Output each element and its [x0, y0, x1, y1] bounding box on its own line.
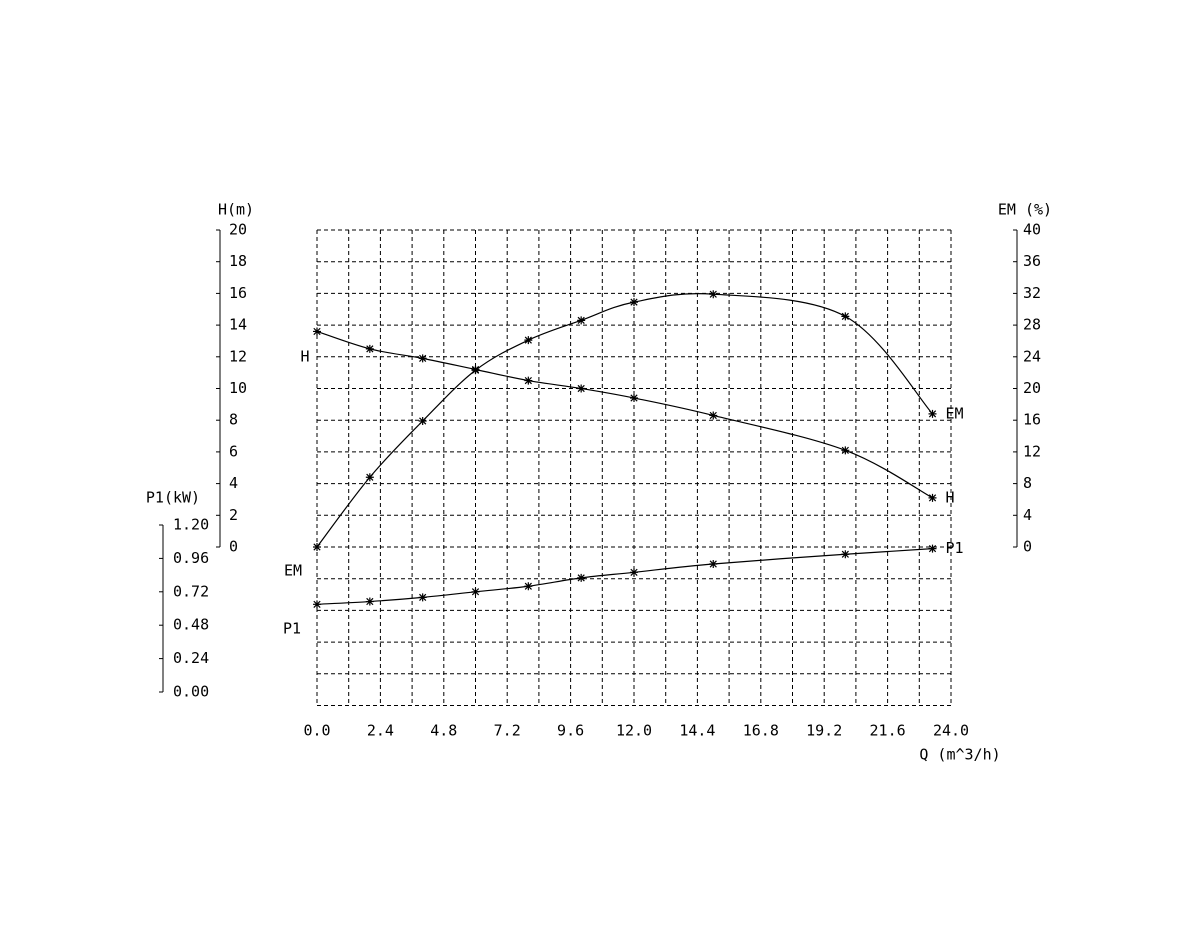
x-tick-label: 14.4	[679, 722, 715, 740]
y-tick-label: 4	[229, 474, 238, 492]
y-tick-label: 16	[229, 284, 247, 302]
y2-tick-label: 4	[1023, 506, 1032, 524]
data-point	[928, 409, 937, 418]
y2-tick-label: 20	[1023, 379, 1041, 397]
data-point	[577, 316, 586, 325]
y2-tick-label: 36	[1023, 252, 1041, 270]
x-tick-label: 0.0	[303, 722, 330, 740]
y-tick-label: 12	[229, 347, 247, 365]
y-tick-label: 18	[229, 252, 247, 270]
series-line	[316, 293, 933, 548]
series-line	[316, 548, 933, 605]
y-tick-label: 10	[229, 379, 247, 397]
y3-tick-label: 0.72	[173, 582, 209, 600]
x-tick-label: 21.6	[870, 722, 906, 740]
data-point	[418, 593, 427, 602]
data-point	[577, 573, 586, 582]
x-tick-label: 16.8	[743, 722, 779, 740]
y2-tick-label: 8	[1023, 474, 1032, 492]
y-tick-label: 2	[229, 506, 238, 524]
y3-tick-label: 0.48	[173, 616, 209, 634]
data-point	[928, 544, 937, 553]
x-tick-label: 2.4	[367, 722, 394, 740]
x-axis-title: Q (m^3/h)	[919, 746, 1000, 764]
data-point	[365, 597, 374, 606]
data-point	[709, 559, 718, 568]
y3-axis-title: P1(kW)	[146, 489, 200, 507]
series-label-left: H	[300, 348, 309, 366]
y-tick-label: 0	[229, 538, 238, 556]
series-label-right: P1	[946, 539, 964, 557]
x-tick-label: 19.2	[806, 722, 842, 740]
data-point	[841, 550, 850, 559]
series-label-right: H	[946, 488, 955, 506]
y2-tick-label: 32	[1023, 284, 1041, 302]
series-label-right: EM	[946, 404, 964, 422]
data-point	[365, 473, 374, 482]
y-tick-label: 20	[229, 221, 247, 239]
y2-tick-label: 40	[1023, 221, 1041, 239]
data-point	[365, 344, 374, 353]
data-point	[313, 600, 321, 609]
x-tick-label: 9.6	[557, 722, 584, 740]
data-point	[841, 312, 850, 321]
data-point	[313, 327, 321, 336]
y2-tick-label: 0	[1023, 538, 1032, 556]
y-axis-title: H(m)	[218, 201, 254, 219]
y2-tick-label: 16	[1023, 411, 1041, 429]
data-point	[630, 568, 638, 577]
data-point	[524, 582, 533, 591]
data-point	[471, 587, 480, 596]
y-tick-label: 8	[229, 411, 238, 429]
data-point	[577, 384, 586, 393]
series-line	[316, 330, 933, 499]
data-point	[524, 376, 533, 385]
data-point	[630, 298, 638, 307]
y-tick-label: 6	[229, 442, 238, 460]
data-point	[841, 446, 850, 455]
y-tick-label: 14	[229, 316, 247, 334]
series-label-left: P1	[283, 620, 301, 638]
data-point	[418, 416, 427, 425]
data-point	[709, 411, 718, 420]
y2-axis-title: EM (%)	[998, 201, 1052, 219]
data-point	[471, 366, 480, 375]
y2-tick-label: 28	[1023, 316, 1041, 334]
y3-tick-label: 1.20	[173, 516, 209, 534]
data-point	[709, 290, 718, 299]
y3-tick-label: 0.96	[173, 549, 209, 567]
x-tick-label: 7.2	[494, 722, 521, 740]
data-point	[313, 543, 321, 551]
y2-tick-label: 24	[1023, 347, 1041, 365]
y3-tick-label: 0.24	[173, 649, 209, 667]
x-tick-label: 12.0	[616, 722, 652, 740]
x-tick-label: 24.0	[933, 722, 969, 740]
data-point	[418, 354, 427, 363]
y2-tick-label: 12	[1023, 442, 1041, 460]
data-point	[630, 394, 638, 403]
x-tick-label: 4.8	[430, 722, 457, 740]
data-point	[524, 336, 533, 345]
data-point	[928, 493, 937, 502]
y3-tick-label: 0.00	[173, 683, 209, 701]
series-label-left: EM	[284, 562, 302, 580]
